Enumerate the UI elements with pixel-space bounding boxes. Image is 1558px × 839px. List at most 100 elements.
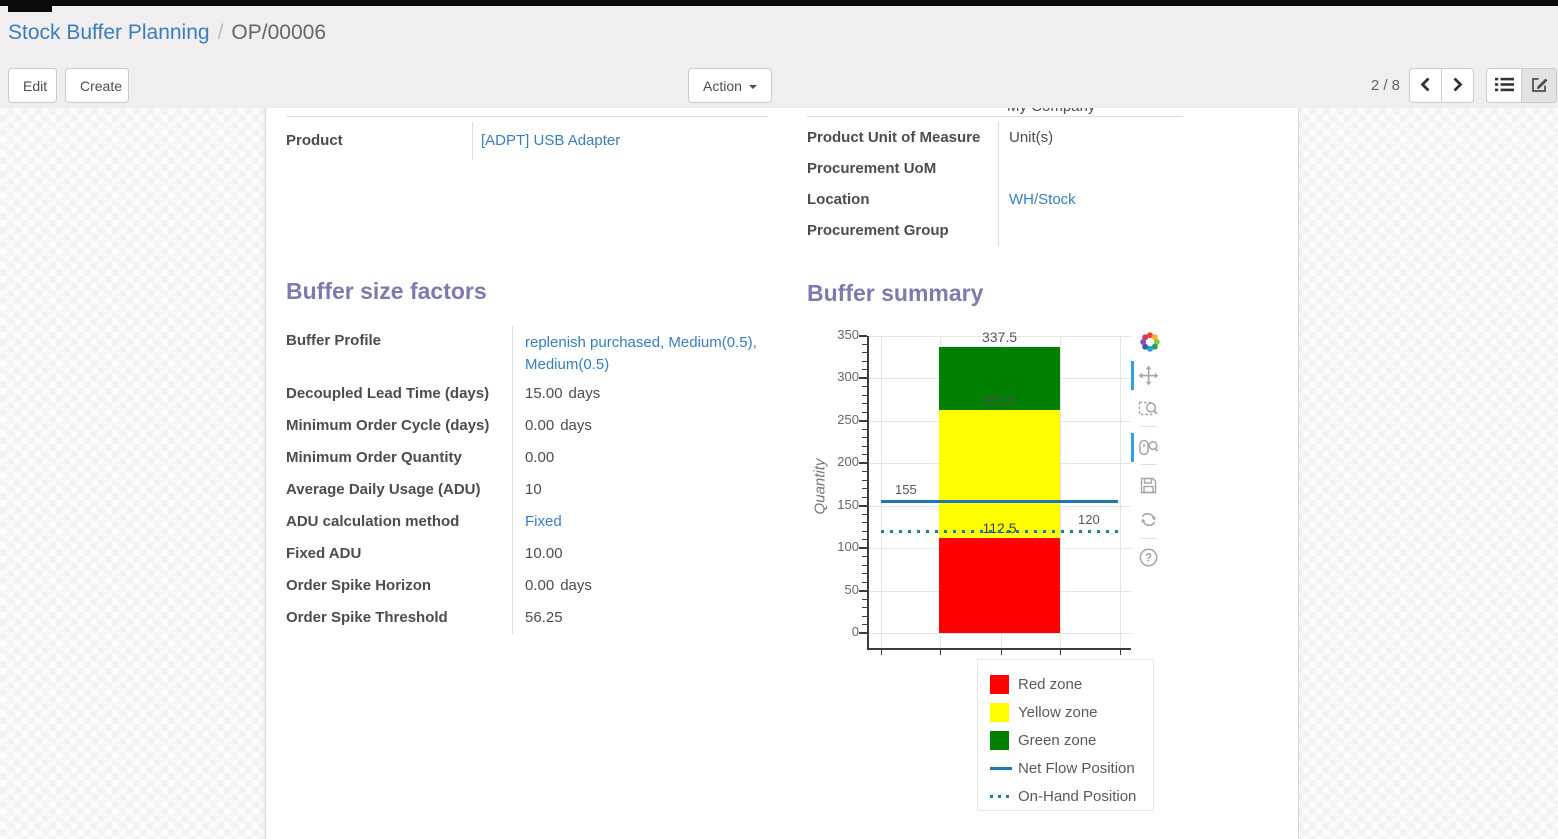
clipped-company-field: My Company xyxy=(1007,108,1227,116)
y-axis-major-tick xyxy=(859,504,867,507)
y-axis-minor-tick xyxy=(862,352,867,354)
y-axis-minor-tick xyxy=(862,386,867,388)
field-label: Buffer Profile xyxy=(286,332,382,349)
y-axis-tick-label: 250 xyxy=(837,411,859,427)
field-value-link[interactable]: Fixed xyxy=(525,513,562,530)
pager-next-button[interactable] xyxy=(1441,68,1474,103)
view-switcher xyxy=(1486,68,1557,103)
on-hand-position-line xyxy=(881,529,1118,533)
field-label: Average Daily Usage (ADU) xyxy=(286,481,481,498)
legend-box-swatch xyxy=(990,730,1009,750)
zone-boundary-label: 112.5 xyxy=(982,519,1017,536)
y-axis-minor-tick xyxy=(862,496,867,498)
x-axis-tick xyxy=(1120,650,1121,655)
position-line-label: 155 xyxy=(895,482,917,498)
field-row: Minimum Order Quantity 0.00 xyxy=(286,442,772,474)
y-axis-tick-label: 150 xyxy=(837,496,859,512)
pager-previous-button[interactable] xyxy=(1409,68,1442,103)
zone-boundary-label: 262.5 xyxy=(981,392,1018,409)
bokeh-logo-icon xyxy=(1138,332,1162,358)
field-value: 0.00 xyxy=(525,577,555,594)
buffer-size-factors-group: Buffer Profile replenish purchased, Mediu… xyxy=(286,326,772,634)
pager-counter[interactable]: 2 / 8 xyxy=(1370,77,1400,94)
top-menu-bar xyxy=(0,0,1558,12)
y-axis-tick-label: 100 xyxy=(837,539,859,555)
field-value-link[interactable]: WH/Stock xyxy=(1009,190,1076,208)
position-line-label: 120 xyxy=(1078,512,1100,528)
y-axis-major-tick xyxy=(859,462,867,465)
field-row: Decoupled Lead Time (days) 15.00 days xyxy=(286,378,772,410)
help-icon: ? xyxy=(1138,548,1159,572)
y-axis-minor-tick xyxy=(862,445,867,447)
field-row: Average Daily Usage (ADU) 10 xyxy=(286,474,772,506)
x-axis-tick xyxy=(881,650,882,655)
bokeh-logo-button[interactable] xyxy=(1138,330,1160,352)
edit-button[interactable]: Edit xyxy=(8,68,57,103)
control-panel: Stock Buffer Planning / OP/00006 Edit Crea… xyxy=(0,6,1558,108)
save-button[interactable] xyxy=(1138,475,1160,497)
field-row: Fixed ADU 10.00 xyxy=(286,538,772,570)
y-axis-minor-tick xyxy=(862,428,867,430)
form-background: My Company Product [ADPT] USB Adapter Pro… xyxy=(0,108,1558,839)
legend-label: Net Flow Position xyxy=(1018,759,1135,777)
field-row: Product Unit of Measure Unit(s) xyxy=(807,122,1183,153)
y-axis-minor-tick xyxy=(862,522,867,524)
chevron-right-icon xyxy=(1452,77,1463,95)
svg-text:?: ? xyxy=(1145,553,1152,565)
reset-icon xyxy=(1138,512,1159,534)
y-axis-minor-tick xyxy=(862,403,867,405)
y-axis-minor-tick xyxy=(862,564,867,566)
active-tool-indicator xyxy=(1131,361,1134,390)
section-title-buffer-summary: Buffer summary xyxy=(807,280,984,306)
y-axis-minor-tick xyxy=(862,513,867,515)
field-value-link[interactable]: [ADPT] USB Adapter xyxy=(481,132,621,149)
zone-boundary-label: 337.5 xyxy=(981,328,1018,345)
top-menu-active-tab[interactable] xyxy=(8,0,52,12)
field-label: Procurement UoM xyxy=(807,159,937,177)
field-row: Procurement Group xyxy=(807,215,1183,246)
vertical-gridline xyxy=(1120,336,1121,648)
legend-item: On-Hand Position xyxy=(990,782,1153,810)
reset-button[interactable] xyxy=(1138,509,1160,531)
field-label: Fixed ADU xyxy=(286,545,362,562)
y-axis-major-tick xyxy=(859,335,867,337)
legend-box-swatch xyxy=(990,702,1009,722)
create-button[interactable]: Create xyxy=(65,68,129,103)
y-axis-minor-tick xyxy=(862,369,867,371)
legend-line-swatch xyxy=(990,766,1012,770)
row-divider xyxy=(286,116,768,117)
y-axis-minor-tick xyxy=(862,607,867,609)
wheel-zoom-button[interactable] xyxy=(1138,437,1160,459)
field-label: Order Spike Threshold xyxy=(286,609,448,626)
x-axis-tick xyxy=(940,650,941,655)
y-axis-tick-label: 50 xyxy=(844,581,859,597)
field-label: Location xyxy=(807,190,870,208)
y-axis-minor-tick xyxy=(862,471,867,473)
breadcrumb-parent-link[interactable]: Stock Buffer Planning xyxy=(8,21,210,44)
view-switcher-form-button[interactable] xyxy=(1521,68,1557,103)
field-value-link[interactable]: replenish purchased, Medium(0.5), Medium… xyxy=(525,334,757,373)
legend-label: Green zone xyxy=(1018,731,1097,749)
action-dropdown-button[interactable]: Action xyxy=(688,68,772,103)
y-axis-minor-tick xyxy=(862,624,867,625)
list-view-icon xyxy=(1494,77,1514,95)
field-group-left: Product [ADPT] USB Adapter xyxy=(286,122,772,160)
pan-button[interactable] xyxy=(1138,365,1160,387)
y-axis-major-tick xyxy=(859,419,867,422)
view-switcher-list-button[interactable] xyxy=(1486,68,1522,103)
section-title-buffer-size-factors: Buffer size factors xyxy=(286,278,487,304)
legend-item: Net Flow Position xyxy=(990,754,1153,782)
field-suffix: days xyxy=(568,385,601,402)
chart-legend: Red zone Yellow zone Green zone Net Flow Po… xyxy=(977,659,1154,811)
y-axis-tick-label: 200 xyxy=(837,454,859,470)
y-axis-major-tick xyxy=(859,547,867,550)
field-suffix: days xyxy=(560,577,592,594)
y-axis-minor-tick xyxy=(862,581,867,583)
y-axis-minor-tick xyxy=(862,573,867,575)
green-zone-bar xyxy=(939,346,1060,411)
help-button[interactable]: ? xyxy=(1138,547,1160,569)
box-zoom-button[interactable] xyxy=(1138,398,1160,420)
legend-box-swatch xyxy=(990,674,1009,694)
field-row: Procurement UoM xyxy=(807,153,1183,184)
y-axis-minor-tick xyxy=(862,598,867,600)
